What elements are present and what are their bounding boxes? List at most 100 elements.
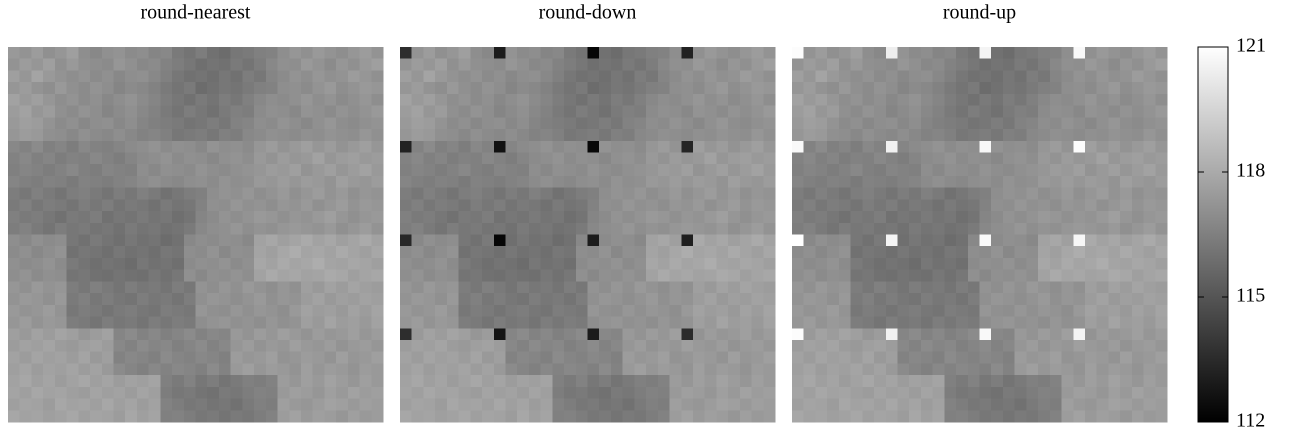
heatmap-cell xyxy=(517,410,529,422)
heatmap-cell xyxy=(944,188,956,200)
heatmap-cell xyxy=(219,129,231,141)
heatmap-cell xyxy=(231,47,243,59)
heatmap-cell xyxy=(862,375,874,387)
heatmap-cell xyxy=(184,47,196,59)
heatmap-cell xyxy=(289,375,301,387)
heatmap-cell xyxy=(588,270,600,282)
heatmap-cell xyxy=(254,305,266,317)
heatmap-cell xyxy=(541,305,553,317)
heatmap-cell xyxy=(78,363,90,375)
heatmap-cell xyxy=(90,235,102,247)
heatmap-cell xyxy=(862,235,874,247)
heatmap-cell xyxy=(670,117,682,129)
heatmap-cell xyxy=(412,211,424,223)
heatmap-cell xyxy=(43,387,55,399)
heatmap-cell xyxy=(1073,188,1085,200)
heatmap-cell xyxy=(313,152,325,164)
heatmap-cell xyxy=(102,340,114,352)
heatmap-cell xyxy=(254,340,266,352)
heatmap-cell xyxy=(588,340,600,352)
heatmap-cell xyxy=(1073,94,1085,106)
heatmap-cell xyxy=(505,246,517,258)
heatmap-cell xyxy=(505,328,517,340)
heatmap-cell xyxy=(588,328,600,340)
heatmap-cell xyxy=(933,117,945,129)
heatmap-cell xyxy=(909,410,921,422)
heatmap-cell xyxy=(705,305,717,317)
heatmap-cell xyxy=(102,47,114,59)
heatmap-cell xyxy=(184,141,196,153)
heatmap-cell xyxy=(8,94,20,106)
heatmap-cell xyxy=(956,164,968,176)
heatmap-cell xyxy=(348,246,360,258)
heatmap-cell xyxy=(564,293,576,305)
heatmap-cell xyxy=(1085,363,1097,375)
heatmap-cell xyxy=(909,59,921,71)
heatmap-cell xyxy=(763,211,775,223)
heatmap-cell xyxy=(102,410,114,422)
heatmap-cell xyxy=(792,59,804,71)
heatmap-cell xyxy=(1062,59,1074,71)
heatmap-cell xyxy=(160,59,172,71)
heatmap-cell xyxy=(897,176,909,188)
heatmap-cell xyxy=(980,188,992,200)
heatmap-cell xyxy=(219,410,231,422)
heatmap-cell xyxy=(102,188,114,200)
heatmap-cell xyxy=(137,410,149,422)
heatmap-cell xyxy=(505,258,517,270)
heatmap-cell xyxy=(956,211,968,223)
heatmap-cell xyxy=(874,246,886,258)
heatmap-cell xyxy=(839,281,851,293)
heatmap-cell xyxy=(658,176,670,188)
heatmap-cell xyxy=(815,340,827,352)
heatmap-cell xyxy=(1155,317,1167,329)
heatmap-cell xyxy=(1155,164,1167,176)
heatmap-cell xyxy=(113,152,125,164)
heatmap-cell xyxy=(113,106,125,118)
heatmap-cell xyxy=(599,47,611,59)
heatmap-cell xyxy=(646,246,658,258)
heatmap-cell xyxy=(90,387,102,399)
heatmap-cell xyxy=(944,387,956,399)
heatmap-cell xyxy=(1097,70,1109,82)
heatmap-cell xyxy=(20,117,32,129)
heatmap-cell xyxy=(944,246,956,258)
heatmap-cell xyxy=(172,176,184,188)
heatmap-cell xyxy=(125,258,137,270)
heatmap-cell xyxy=(266,223,278,235)
heatmap-cell xyxy=(78,94,90,106)
heatmap-cell xyxy=(459,223,471,235)
heatmap-cell xyxy=(599,281,611,293)
heatmap-cell xyxy=(623,211,635,223)
heatmap-cell xyxy=(1144,129,1156,141)
heatmap-cell xyxy=(851,399,863,411)
heatmap-cell xyxy=(529,94,541,106)
heatmap-cell xyxy=(827,141,839,153)
heatmap-cell xyxy=(324,352,336,364)
heatmap-cell xyxy=(459,293,471,305)
heatmap-cell xyxy=(862,317,874,329)
heatmap-cell xyxy=(1108,59,1120,71)
heatmap-cell xyxy=(160,293,172,305)
heatmap-cell xyxy=(705,410,717,422)
heatmap-cell xyxy=(289,117,301,129)
heatmap-cell xyxy=(324,305,336,317)
heatmap-cell xyxy=(541,317,553,329)
heatmap-cell xyxy=(541,363,553,375)
heatmap-cell xyxy=(231,94,243,106)
heatmap-cell xyxy=(1132,340,1144,352)
heatmap-cell xyxy=(242,270,254,282)
heatmap-cell xyxy=(348,352,360,364)
heatmap-cell xyxy=(658,270,670,282)
heatmap-cell xyxy=(301,317,313,329)
heatmap-cell xyxy=(851,246,863,258)
heatmap-cell xyxy=(839,47,851,59)
heatmap-cell xyxy=(1144,375,1156,387)
heatmap-cell xyxy=(681,340,693,352)
heatmap-cell xyxy=(623,281,635,293)
heatmap-cell xyxy=(564,410,576,422)
heatmap-cell xyxy=(944,293,956,305)
heatmap-cell xyxy=(862,106,874,118)
heatmap-cell xyxy=(336,281,348,293)
heatmap-cell xyxy=(242,305,254,317)
